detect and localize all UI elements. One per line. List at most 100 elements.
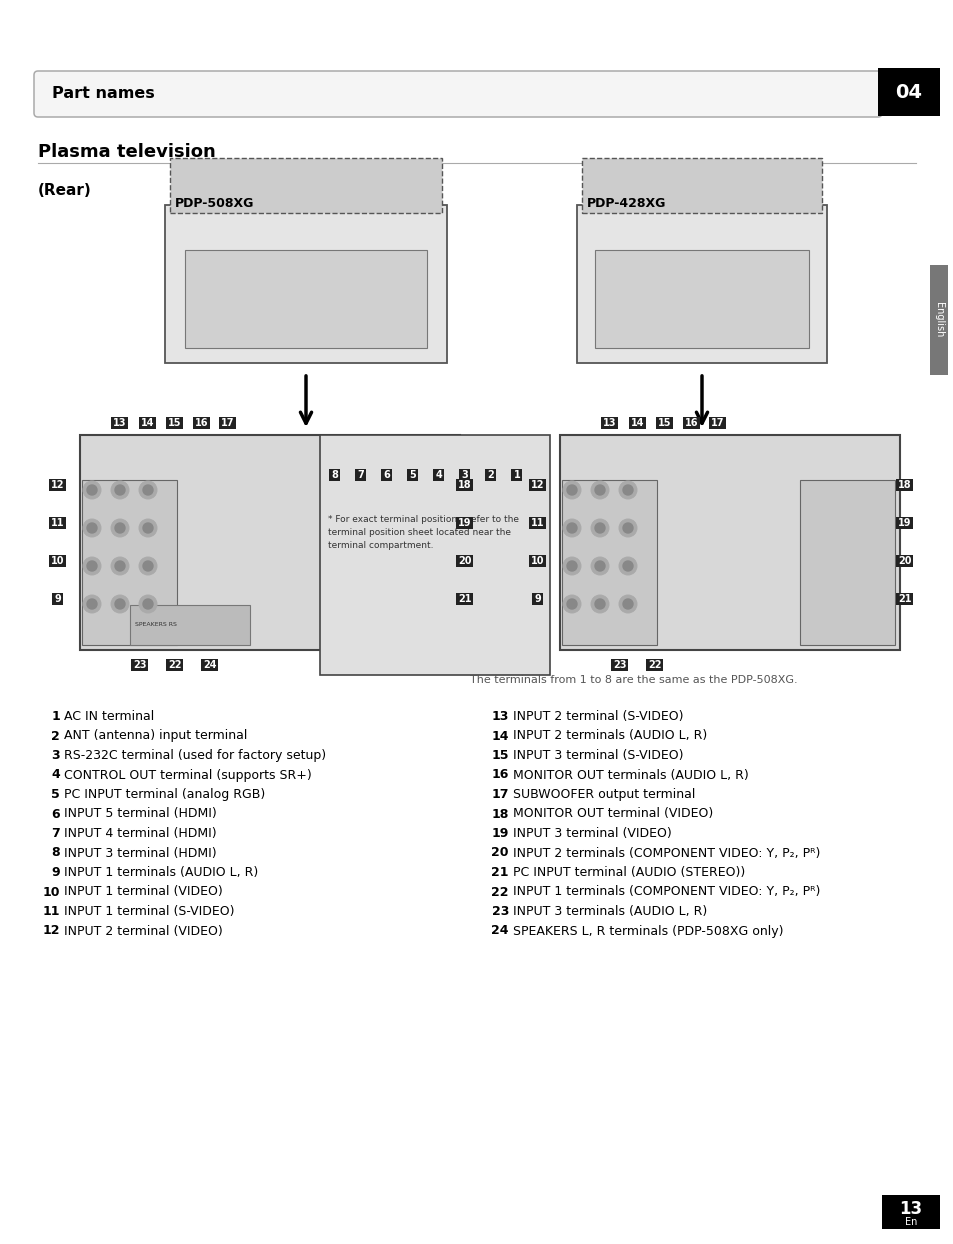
Text: 12: 12 <box>531 480 544 490</box>
Text: ANT (antenna) input terminal: ANT (antenna) input terminal <box>64 729 247 743</box>
Text: 8: 8 <box>332 470 338 480</box>
Text: 3: 3 <box>461 470 468 480</box>
Bar <box>459 469 470 481</box>
Circle shape <box>566 600 577 610</box>
Text: 23: 23 <box>491 904 509 918</box>
Circle shape <box>618 595 637 613</box>
Circle shape <box>590 557 608 575</box>
Text: INPUT 1 terminal (VIDEO): INPUT 1 terminal (VIDEO) <box>64 886 222 898</box>
Circle shape <box>590 481 608 499</box>
Circle shape <box>143 561 152 571</box>
Text: Plasma television: Plasma television <box>38 143 215 160</box>
Text: 4: 4 <box>436 470 442 480</box>
Circle shape <box>115 600 125 610</box>
Text: 1: 1 <box>513 470 519 480</box>
Circle shape <box>87 522 97 532</box>
Bar <box>456 555 473 567</box>
Circle shape <box>115 485 125 495</box>
Bar <box>185 250 427 348</box>
Circle shape <box>595 600 604 610</box>
Bar <box>167 417 183 429</box>
Bar <box>532 593 543 605</box>
Circle shape <box>111 481 129 499</box>
Bar <box>929 265 947 374</box>
Bar <box>581 158 821 213</box>
Circle shape <box>115 522 125 532</box>
Text: INPUT 3 terminals (AUDIO L, R): INPUT 3 terminals (AUDIO L, R) <box>513 904 706 918</box>
Text: 7: 7 <box>357 470 364 480</box>
Text: 17: 17 <box>711 418 724 428</box>
Text: RS-232C terminal (used for factory setup): RS-232C terminal (used for factory setup… <box>64 749 326 763</box>
Bar <box>319 435 550 675</box>
Circle shape <box>139 557 157 575</box>
Text: En: En <box>903 1217 916 1227</box>
Text: 17: 17 <box>221 418 234 428</box>
Bar <box>611 659 628 671</box>
Circle shape <box>83 519 101 537</box>
Circle shape <box>87 485 97 495</box>
Bar <box>50 555 67 567</box>
Bar <box>456 518 473 529</box>
Text: 16: 16 <box>684 418 698 428</box>
Circle shape <box>87 561 97 571</box>
Text: INPUT 1 terminals (COMPONENT VIDEO: Y, P₂, Pᴿ): INPUT 1 terminals (COMPONENT VIDEO: Y, P… <box>513 886 820 898</box>
Bar <box>511 469 522 481</box>
Bar <box>50 518 67 529</box>
Text: 16: 16 <box>195 418 209 428</box>
Circle shape <box>622 600 633 610</box>
Text: 13: 13 <box>113 418 127 428</box>
Text: 3: 3 <box>51 749 60 763</box>
Text: 13: 13 <box>899 1200 922 1218</box>
Text: 1: 1 <box>51 710 60 723</box>
Text: 21: 21 <box>898 593 911 605</box>
Circle shape <box>111 595 129 613</box>
Circle shape <box>139 481 157 499</box>
Circle shape <box>111 519 129 537</box>
Circle shape <box>562 481 580 499</box>
Bar <box>193 417 211 429</box>
Text: 5: 5 <box>409 470 416 480</box>
Bar <box>561 480 657 644</box>
Bar <box>896 518 913 529</box>
Text: INPUT 5 terminal (HDMI): INPUT 5 terminal (HDMI) <box>64 807 216 821</box>
Circle shape <box>595 485 604 495</box>
Text: 20: 20 <box>898 556 911 566</box>
Bar <box>219 417 236 429</box>
Text: INPUT 1 terminal (S-VIDEO): INPUT 1 terminal (S-VIDEO) <box>64 904 234 918</box>
Bar <box>709 417 726 429</box>
Circle shape <box>83 557 101 575</box>
Circle shape <box>143 522 152 532</box>
Text: 20: 20 <box>491 846 509 860</box>
Bar <box>529 555 546 567</box>
Text: 11: 11 <box>43 904 60 918</box>
Text: (Rear): (Rear) <box>38 183 91 198</box>
Text: 12: 12 <box>51 480 65 490</box>
Bar <box>112 417 129 429</box>
Text: 2: 2 <box>487 470 494 480</box>
Bar <box>896 593 913 605</box>
Bar <box>80 435 459 651</box>
Bar <box>577 205 826 363</box>
Bar <box>52 593 64 605</box>
Text: 24: 24 <box>491 924 509 938</box>
Bar <box>485 469 496 481</box>
Text: MONITOR OUT terminal (VIDEO): MONITOR OUT terminal (VIDEO) <box>513 807 713 821</box>
Text: 4: 4 <box>51 769 60 781</box>
Bar <box>629 417 646 429</box>
Text: 5: 5 <box>51 787 60 801</box>
Text: 15: 15 <box>491 749 509 763</box>
Circle shape <box>566 561 577 571</box>
Text: INPUT 2 terminal (VIDEO): INPUT 2 terminal (VIDEO) <box>64 924 222 938</box>
Text: INPUT 2 terminals (AUDIO L, R): INPUT 2 terminals (AUDIO L, R) <box>513 729 706 743</box>
Circle shape <box>83 595 101 613</box>
Bar <box>201 659 218 671</box>
Bar <box>529 479 546 491</box>
Circle shape <box>622 485 633 495</box>
Text: 13: 13 <box>491 710 509 723</box>
Bar <box>595 250 808 348</box>
Circle shape <box>618 557 637 575</box>
Text: 11: 11 <box>531 518 544 527</box>
Text: 19: 19 <box>491 827 509 840</box>
Bar <box>896 479 913 491</box>
Text: PC INPUT terminal (analog RGB): PC INPUT terminal (analog RGB) <box>64 787 265 801</box>
